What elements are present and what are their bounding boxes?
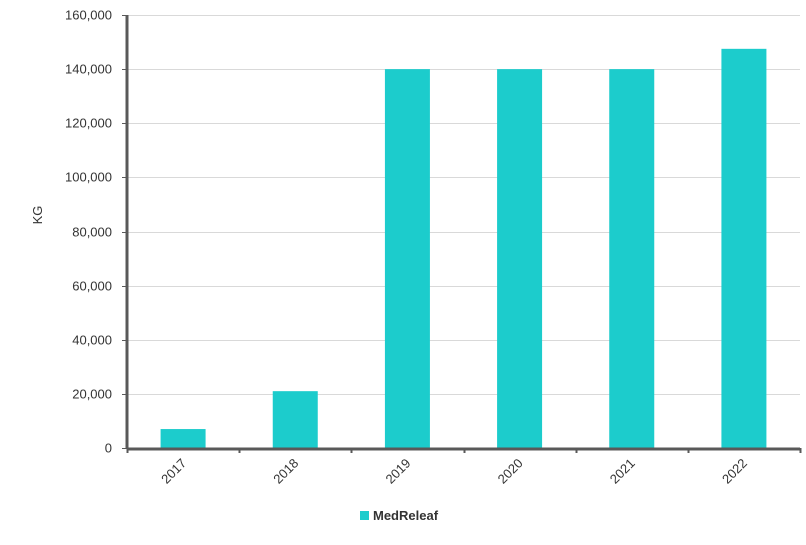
y-tick-label: 100,000: [65, 170, 112, 185]
legend: MedReleaf: [360, 508, 439, 523]
legend-label-medreleaf: MedReleaf: [373, 508, 439, 523]
y-tick-label: 80,000: [72, 225, 112, 240]
bar-2017: [160, 429, 206, 448]
y-tick-label: 60,000: [72, 279, 112, 294]
x-tick-label: 2022: [719, 456, 750, 487]
x-tick-label: 2019: [382, 456, 413, 487]
x-tick-label: 2017: [158, 456, 189, 487]
bar-2019: [384, 69, 430, 448]
bars: [160, 48, 767, 448]
legend-swatch-medreleaf: [360, 511, 369, 520]
gridlines: [127, 15, 800, 395]
x-tick-label: 2021: [607, 456, 638, 487]
y-tick-label: 140,000: [65, 62, 112, 77]
y-tick-label: 0: [105, 441, 112, 456]
axes: [122, 15, 802, 453]
y-tick-label: 20,000: [72, 387, 112, 402]
y-tick-label: 120,000: [65, 116, 112, 131]
x-tick-label: 2018: [270, 456, 301, 487]
y-axis-title: KG: [30, 206, 45, 225]
bar-2021: [609, 69, 655, 448]
y-tick-label: 40,000: [72, 333, 112, 348]
bar-2018: [272, 391, 318, 448]
y-tick-label: 160,000: [65, 8, 112, 23]
x-tick-label: 2020: [495, 456, 526, 487]
bar-2020: [497, 69, 543, 448]
bar-2022: [721, 48, 767, 448]
